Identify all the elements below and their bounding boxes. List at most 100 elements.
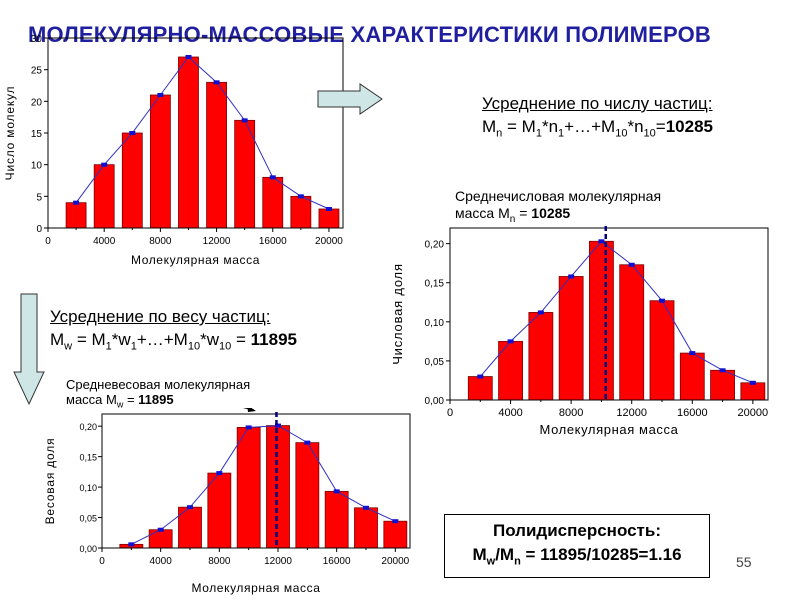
x-tick-label: 0 — [99, 556, 105, 567]
point-6000 — [129, 131, 136, 135]
number-average-formula: Mn = M1*n1+…+M10*n10=10285 — [482, 117, 713, 140]
point-12000 — [275, 423, 281, 428]
y-tick-label: 0,15 — [425, 279, 445, 290]
plot-frame — [101, 413, 411, 549]
y-tick-label: 20 — [31, 97, 43, 108]
polydispersity-label: Полидисперсность: — [492, 521, 661, 540]
x-axis-label: Молекулярная масса — [191, 581, 320, 595]
point-14000 — [241, 118, 248, 123]
point-4000 — [507, 339, 514, 344]
x-tick-label: 16000 — [323, 556, 351, 567]
arrow-down-icon — [13, 293, 45, 406]
bar-18000 — [290, 195, 312, 229]
bar-10000 — [589, 240, 614, 401]
point-20000 — [749, 380, 756, 385]
x-tick-label: 16000 — [259, 236, 287, 247]
y-tick-label: 0,05 — [79, 514, 97, 524]
bar-18000 — [710, 369, 735, 401]
x-axis-label: Молекулярная масса — [540, 422, 679, 437]
annotation-mn-line1: Среднечисловая молекулярная — [455, 188, 662, 204]
point-18000 — [719, 368, 726, 373]
polydispersity-box: Полидисперсность: Mw/Mn = 11895/10285=1.… — [444, 514, 710, 579]
point-18000 — [363, 505, 369, 510]
bar-16000 — [324, 490, 349, 549]
plot-frame — [449, 227, 769, 401]
bar-20000 — [383, 520, 408, 549]
series-line — [479, 240, 754, 384]
y-tick-label: 0,15 — [79, 453, 97, 463]
point-14000 — [304, 440, 311, 445]
number-average-heading: Усреднение по числу частиц: — [482, 94, 713, 113]
bar-4000 — [148, 529, 173, 549]
point-18000 — [297, 194, 304, 199]
polydispersity-formula: Mw/Mn = 11895/10285=1.16 — [472, 545, 682, 568]
point-16000 — [269, 175, 276, 180]
slide-title: МОЛЕКУЛЯРНО-МАССОВЫЕ ХАРАКТЕРИСТИКИ ПОЛИ… — [28, 22, 712, 47]
y-tick-label: 10 — [31, 161, 43, 172]
y-tick-label: 0,10 — [425, 318, 445, 329]
y-tick-label: 25 — [31, 66, 43, 77]
x-tick-label: 0 — [447, 407, 453, 419]
weight-average-formula: Mw = M1*w1+…+M10*w10 = 11895 — [50, 330, 297, 353]
x-tick-label: 12000 — [616, 407, 647, 419]
point-8000 — [216, 471, 223, 476]
x-tick-label: 20000 — [381, 556, 409, 567]
annotation-mw-pointer-head — [247, 408, 256, 412]
point-2000 — [73, 200, 80, 205]
y-tick-label: 0,20 — [79, 422, 97, 432]
bar-6000 — [528, 312, 554, 401]
bar-18000 — [354, 507, 378, 549]
x-tick-label: 16000 — [677, 407, 708, 419]
point-20000 — [392, 519, 399, 524]
bar-20000 — [740, 382, 766, 401]
y-tick-label: 0,00 — [79, 544, 97, 554]
x-tick-label: 0 — [45, 236, 51, 247]
y-tick-label: 0,05 — [425, 357, 445, 368]
point-14000 — [659, 298, 665, 303]
chart-number-of-molecules: 0 5 10 15 20 25 30 0 4000 8000 12000 16000 20000 Моле… — [3, 34, 344, 267]
weight-average-value: 11895 — [250, 330, 297, 349]
bar-14000 — [234, 119, 256, 229]
y-tick-label: 0,20 — [425, 240, 445, 251]
chart-weight-fraction: 0,00 0,05 0,10 0,15 0,20 0 4000 8000 12000 16000 2… — [43, 408, 411, 595]
point-8000 — [568, 274, 575, 279]
bar-12000 — [206, 81, 227, 229]
x-tick-label: 8000 — [149, 236, 172, 247]
x-tick-label: 12000 — [203, 236, 231, 247]
y-tick-label: 15 — [31, 129, 43, 140]
point-4000 — [157, 527, 164, 532]
number-average-value: 10285 — [665, 117, 713, 136]
x-tick-label: 4000 — [150, 556, 173, 567]
point-8000 — [157, 93, 164, 97]
point-10000 — [185, 55, 192, 59]
bar-10000 — [236, 426, 261, 549]
series-line — [131, 425, 396, 545]
bar-2000 — [65, 202, 87, 229]
point-6000 — [187, 505, 193, 510]
slide-number: 55 — [736, 554, 752, 570]
bar-8000 — [149, 94, 171, 229]
point-12000 — [213, 80, 220, 85]
bar-12000 — [266, 425, 290, 549]
y-tick-label: 0 — [36, 224, 42, 235]
annotation-mw-value: 11895 — [138, 392, 174, 407]
annotation-mw: Средневесовая молекулярная масса Mw = 11… — [66, 377, 251, 410]
bar-8000 — [207, 472, 232, 549]
bar-16000 — [679, 352, 705, 401]
bar-2000 — [467, 376, 493, 401]
arrow-right-icon — [317, 83, 383, 115]
bar-16000 — [262, 176, 284, 229]
x-tick-label: 20000 — [738, 407, 769, 419]
series-line — [75, 56, 330, 210]
bar-12000 — [619, 264, 645, 401]
y-tick-label: 5 — [36, 192, 42, 203]
bar-6000 — [121, 132, 143, 229]
y-axis-label: Весовая доля — [43, 438, 57, 525]
y-axis-label: Числовая доля — [390, 263, 405, 365]
point-2000 — [477, 374, 484, 379]
point-20000 — [325, 207, 332, 211]
point-12000 — [628, 262, 635, 267]
bar-8000 — [558, 276, 584, 401]
chart-number-fraction: 0,00 0,05 0,10 0,15 0,20 0 4000 8000 12000 16000 2… — [390, 226, 769, 437]
x-tick-label: 12000 — [264, 556, 292, 567]
